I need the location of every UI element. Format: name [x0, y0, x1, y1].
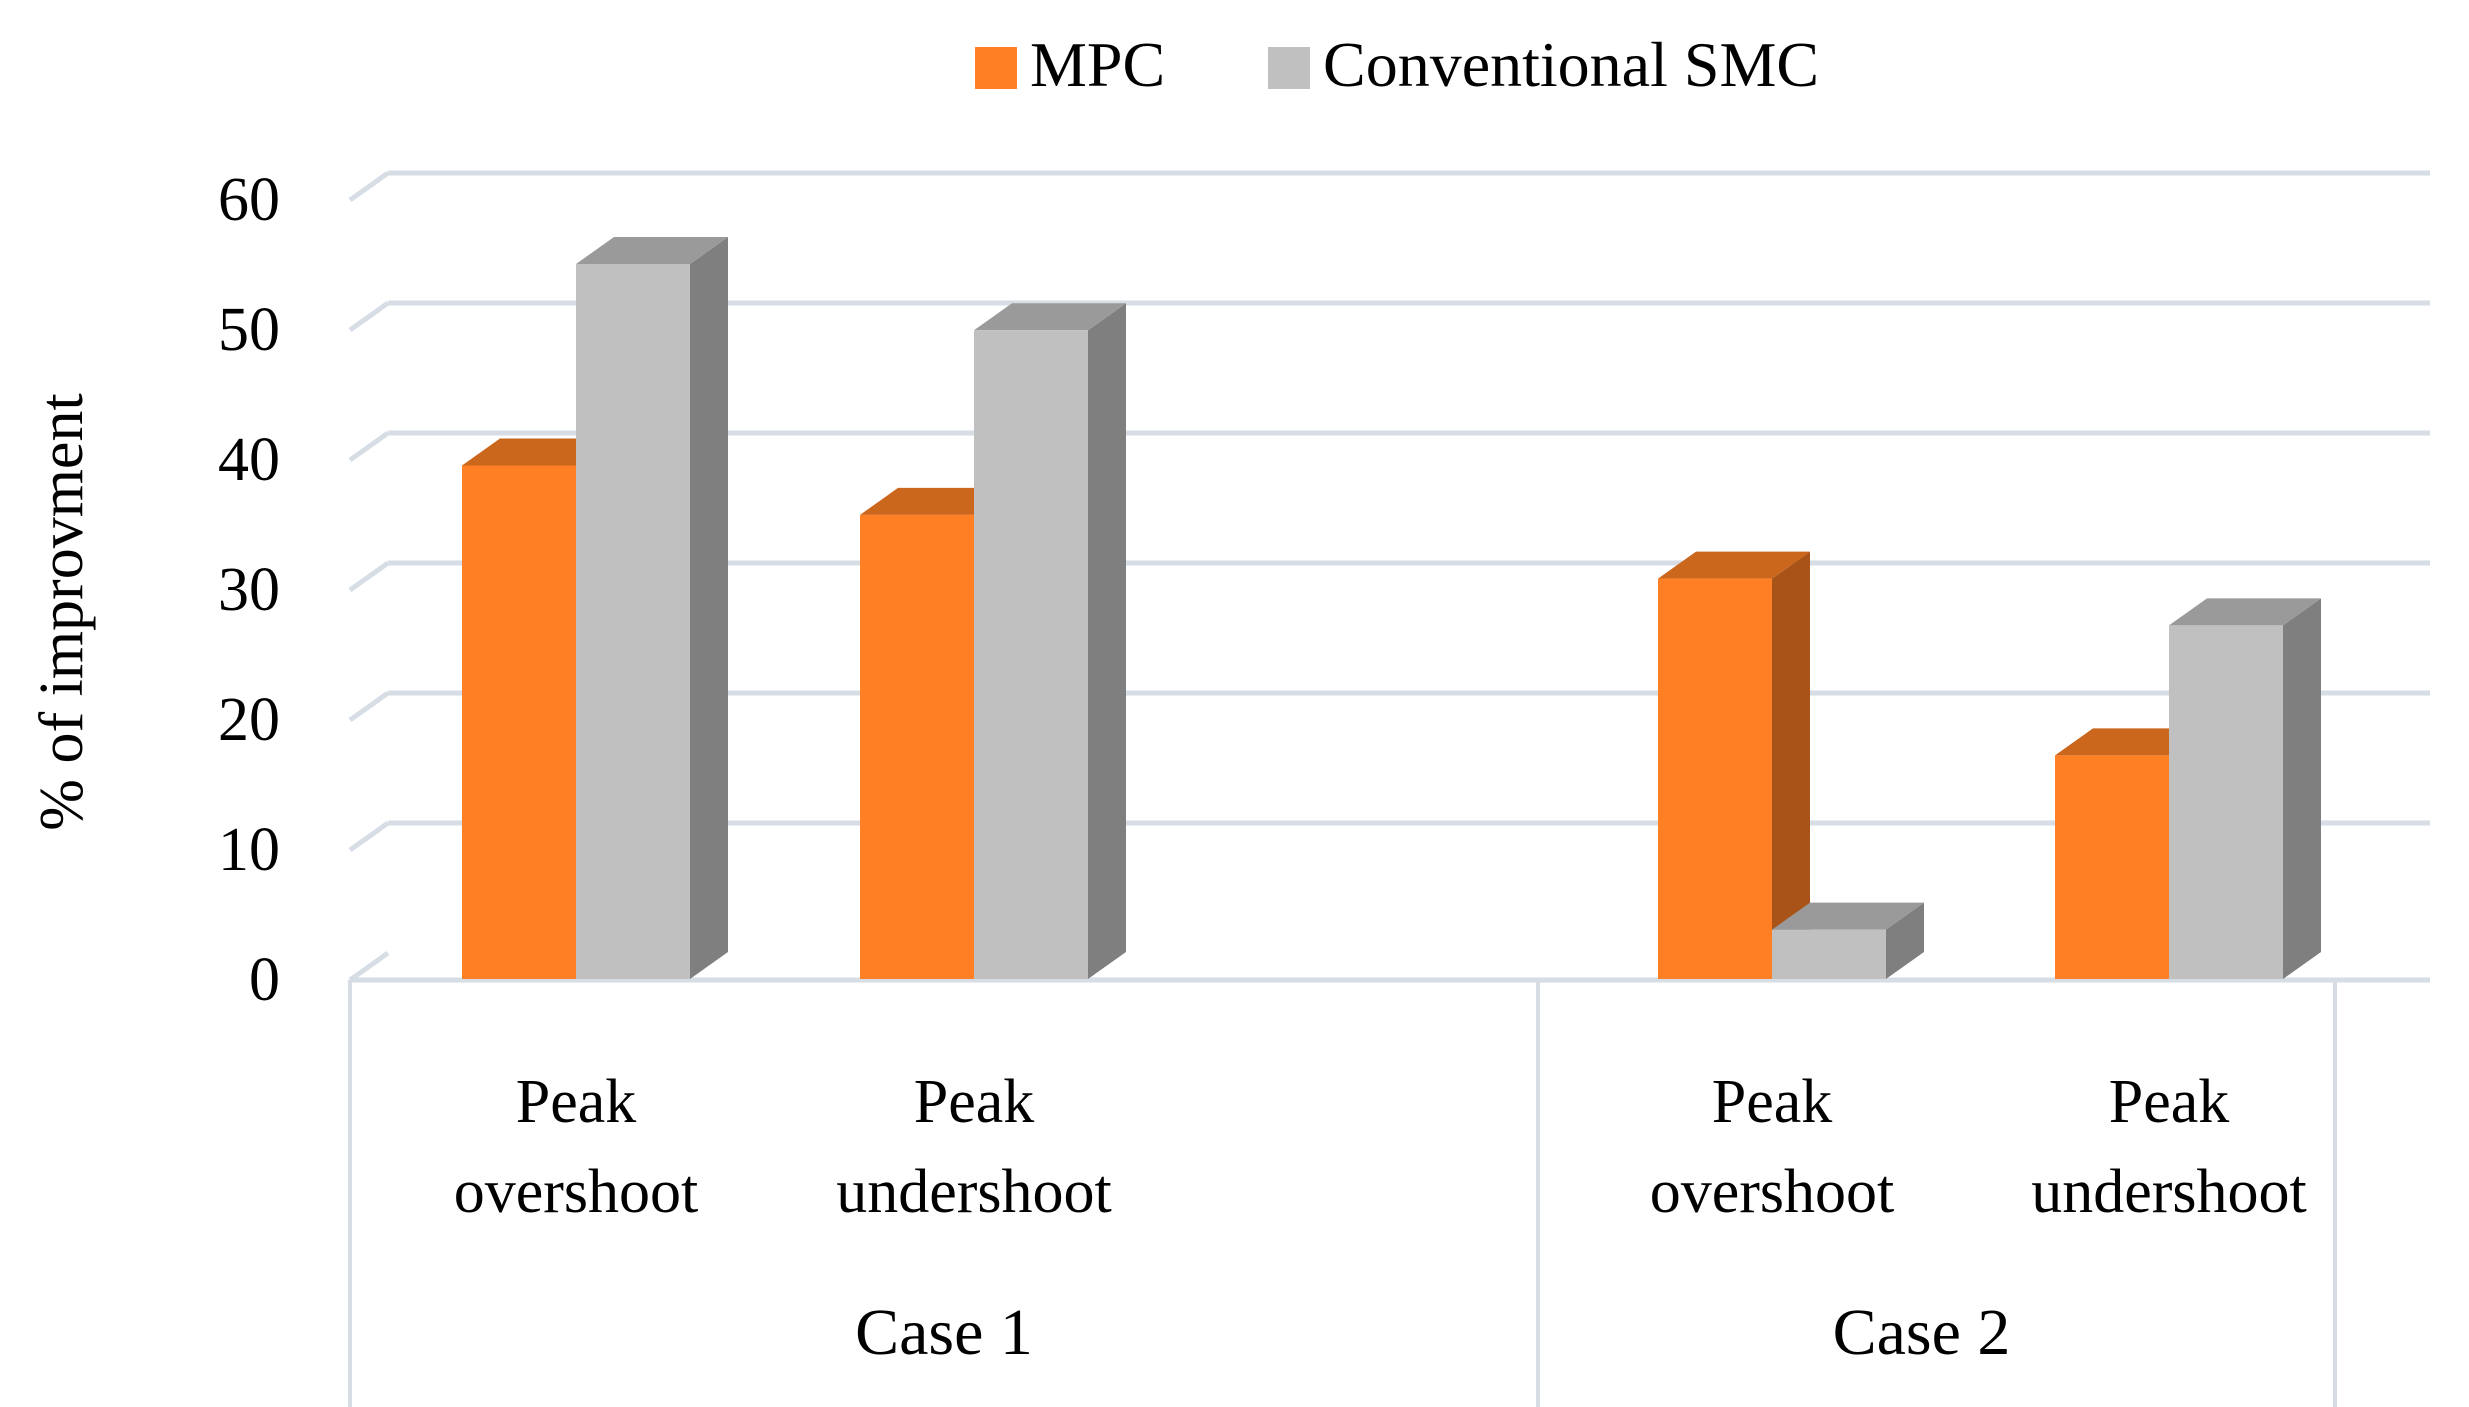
bar-front	[576, 264, 690, 979]
category-frame	[348, 980, 2337, 1407]
category-labels: Peak overshoot Peak undershoot Case 1 Peak ove…	[454, 1068, 2307, 1369]
y-axis-ticks: 0 10 20 30 40 50 60	[218, 166, 280, 1014]
bar-front	[2055, 755, 2169, 979]
bar	[1772, 902, 1924, 979]
bar-top	[1658, 551, 1810, 579]
y-axis-label: % of improvment	[28, 393, 96, 830]
bar	[1658, 551, 1810, 979]
bar-top	[2169, 598, 2321, 626]
bar-top	[1772, 902, 1924, 930]
bar-front	[462, 465, 576, 979]
y-tick-label: 20	[218, 686, 280, 754]
bar	[974, 303, 1126, 979]
bar-side	[1772, 551, 1810, 979]
bar-side	[1886, 902, 1924, 979]
legend: MPC Conventional SMC	[975, 29, 1819, 100]
category-label: Peak undershoot	[836, 1068, 1112, 1226]
bar	[2169, 598, 2321, 979]
bar-front	[860, 514, 974, 979]
legend-swatch	[975, 47, 1017, 89]
category-label: Peak overshoot	[1650, 1068, 1895, 1226]
category-label: Peak overshoot	[454, 1068, 699, 1226]
bar	[576, 237, 728, 979]
bar-top	[576, 237, 728, 264]
bar-top	[974, 303, 1126, 331]
gridlines	[348, 170, 2430, 983]
y-tick-label: 30	[218, 556, 280, 624]
bar-front	[2169, 625, 2283, 979]
category-label: Peak undershoot	[2031, 1068, 2307, 1226]
group-label: Case 2	[1833, 1296, 2011, 1369]
bars	[462, 237, 2321, 979]
gridline-side	[348, 430, 390, 463]
bar-side	[690, 237, 728, 979]
y-tick-label: 10	[218, 816, 280, 884]
y-tick-label: 0	[249, 946, 280, 1014]
gridline-side	[348, 690, 390, 723]
bar-front	[1658, 578, 1772, 979]
gridline-side	[348, 170, 390, 203]
legend-label: MPC	[1030, 29, 1165, 100]
legend-swatch	[1268, 47, 1310, 89]
legend-item: MPC	[975, 29, 1165, 100]
legend-item: Conventional SMC	[1268, 29, 1819, 100]
bar-side	[1088, 303, 1126, 979]
gridline-side	[348, 560, 390, 593]
bar-front	[974, 330, 1088, 979]
gridline-side	[348, 300, 390, 333]
legend-label: Conventional SMC	[1323, 29, 1819, 100]
bar-side	[2283, 598, 2321, 979]
y-tick-label: 40	[218, 426, 280, 494]
y-tick-label: 50	[218, 296, 280, 364]
group-label: Case 1	[855, 1296, 1033, 1369]
gridline-side	[348, 820, 390, 853]
gridline-side	[348, 950, 390, 983]
y-tick-label: 60	[218, 166, 280, 234]
bar-front	[1772, 929, 1886, 979]
